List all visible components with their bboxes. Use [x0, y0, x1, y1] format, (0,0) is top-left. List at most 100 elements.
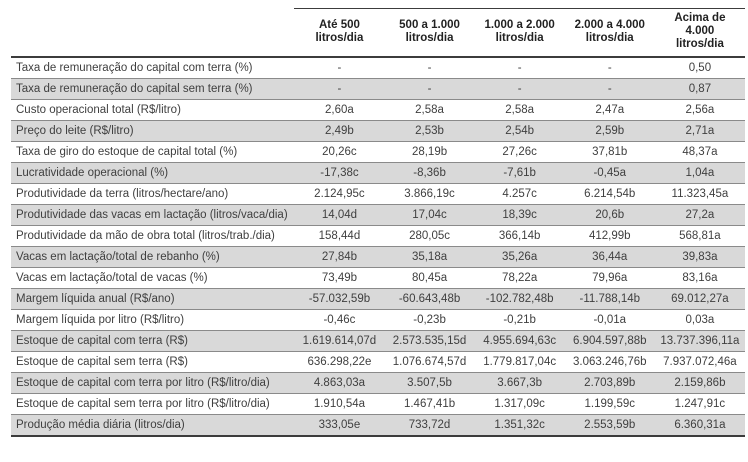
- value-cell: -: [294, 57, 385, 79]
- value-cell: 3.063.246,76b: [564, 351, 655, 373]
- value-cell: 2,59b: [564, 120, 655, 142]
- row-label: Estoque de capital sem terra (R$): [11, 351, 295, 373]
- row-label: Taxa de remuneração do capital sem terra…: [11, 78, 295, 100]
- value-cell: 3.866,19c: [384, 183, 475, 205]
- value-cell: 2,53b: [384, 120, 475, 142]
- column-header-ate-500: Até 500 litros/dia: [294, 8, 385, 58]
- table-row: Estoque de capital sem terra por litro (…: [11, 393, 745, 415]
- value-cell: 37,81b: [564, 141, 655, 163]
- value-cell: 27,2a: [654, 204, 745, 226]
- value-cell: -: [294, 78, 385, 100]
- table-row: Produtividade da mão de obra total (litr…: [11, 225, 745, 247]
- value-cell: 412,99b: [564, 225, 655, 247]
- value-cell: 6.214,54b: [564, 183, 655, 205]
- row-label: Lucratividade operacional (%): [11, 162, 295, 184]
- value-cell: 18,39c: [474, 204, 565, 226]
- table-row: Estoque de capital com terra por litro (…: [11, 372, 745, 394]
- value-cell: 69.012,27a: [654, 288, 745, 310]
- value-cell: 13.737.396,11a: [654, 330, 745, 352]
- header-corner-cell: [11, 8, 295, 58]
- table-row: Preço do leite (R$/litro) 2,49b 2,53b 2,54b…: [11, 120, 745, 142]
- value-cell: 2.553,59b: [564, 414, 655, 437]
- row-label: Vacas em lactação/total de rebanho (%): [11, 246, 295, 268]
- value-cell: 158,44d: [294, 225, 385, 247]
- value-cell: -: [564, 78, 655, 100]
- value-cell: -: [474, 78, 565, 100]
- value-cell: 2.159,86b: [654, 372, 745, 394]
- value-cell: 36,44a: [564, 246, 655, 268]
- value-cell: 2,56a: [654, 99, 745, 121]
- value-cell: 83,16a: [654, 267, 745, 289]
- value-cell: 78,22a: [474, 267, 565, 289]
- value-cell: 20,26c: [294, 141, 385, 163]
- value-cell: -0,46c: [294, 309, 385, 331]
- table-body: Taxa de remuneração do capital com terra…: [11, 57, 745, 437]
- value-cell: -0,01a: [564, 309, 655, 331]
- column-header-2000-4000: 2.000 a 4.000 litros/dia: [564, 8, 655, 58]
- table-row: Produtividade das vacas em lactação (lit…: [11, 204, 745, 226]
- table-row: Taxa de remuneração do capital sem terra…: [11, 78, 745, 100]
- table-row: Estoque de capital com terra (R$) 1.619.6…: [11, 330, 745, 352]
- row-label: Estoque de capital com terra por litro (…: [11, 372, 295, 394]
- production-strata-table: Até 500 litros/dia 500 a 1.000 litros/di…: [11, 8, 745, 437]
- value-cell: 27,26c: [474, 141, 565, 163]
- table-row: Produtividade da terra (litros/hectare/a…: [11, 183, 745, 205]
- value-cell: 4.863,03a: [294, 372, 385, 394]
- row-label: Produção média diária (litros/dia): [11, 414, 295, 437]
- value-cell: -102.782,48b: [474, 288, 565, 310]
- value-cell: 2.124,95c: [294, 183, 385, 205]
- value-cell: 1.247,91c: [654, 393, 745, 415]
- value-cell: -: [384, 78, 475, 100]
- value-cell: -60.643,48b: [384, 288, 475, 310]
- column-header-acima-4000: Acima de 4.000 litros/dia: [654, 8, 745, 58]
- table-row: Produção média diária (litros/dia) 333,05…: [11, 414, 745, 437]
- value-cell: 1.317,09c: [474, 393, 565, 415]
- value-cell: 28,19b: [384, 141, 475, 163]
- row-label: Produtividade das vacas em lactação (lit…: [11, 204, 295, 226]
- value-cell: 35,18a: [384, 246, 475, 268]
- value-cell: 2,47a: [564, 99, 655, 121]
- row-label: Margem líquida anual (R$/ano): [11, 288, 295, 310]
- column-header-1000-2000: 1.000 a 2.000 litros/dia: [474, 8, 565, 58]
- value-cell: -: [384, 57, 475, 79]
- value-cell: -0,23b: [384, 309, 475, 331]
- value-cell: -11.788,14b: [564, 288, 655, 310]
- value-cell: 2,54b: [474, 120, 565, 142]
- value-cell: 0,50: [654, 57, 745, 79]
- table-row: Lucratividade operacional (%) -17,38c -8,3…: [11, 162, 745, 184]
- value-cell: 6.904.597,88b: [564, 330, 655, 352]
- value-cell: 333,05e: [294, 414, 385, 437]
- value-cell: -17,38c: [294, 162, 385, 184]
- table-row: Vacas em lactação/total de rebanho (%) 27…: [11, 246, 745, 268]
- value-cell: 7.937.072,46a: [654, 351, 745, 373]
- value-cell: 2,58a: [474, 99, 565, 121]
- value-cell: -57.032,59b: [294, 288, 385, 310]
- table-header: Até 500 litros/dia 500 a 1.000 litros/di…: [11, 8, 745, 58]
- row-label: Custo operacional total (R$/litro): [11, 99, 295, 121]
- value-cell: 1,04a: [654, 162, 745, 184]
- table-row: Taxa de remuneração do capital com terra…: [11, 57, 745, 79]
- value-cell: -8,36b: [384, 162, 475, 184]
- value-cell: -: [474, 57, 565, 79]
- row-label: Margem líquida por litro (R$/litro): [11, 309, 295, 331]
- row-label: Produtividade da terra (litros/hectare/a…: [11, 183, 295, 205]
- table-row: Margem líquida anual (R$/ano) -57.032,59b…: [11, 288, 745, 310]
- value-cell: -: [564, 57, 655, 79]
- value-cell: 2,49b: [294, 120, 385, 142]
- value-cell: 73,49b: [294, 267, 385, 289]
- value-cell: 0,87: [654, 78, 745, 100]
- value-cell: 3.667,3b: [474, 372, 565, 394]
- value-cell: 17,04c: [384, 204, 475, 226]
- value-cell: 1.076.674,57d: [384, 351, 475, 373]
- value-cell: 11.323,45a: [654, 183, 745, 205]
- value-cell: 20,6b: [564, 204, 655, 226]
- value-cell: 568,81a: [654, 225, 745, 247]
- row-label: Preço do leite (R$/litro): [11, 120, 295, 142]
- value-cell: 2.703,89b: [564, 372, 655, 394]
- table-row: Margem líquida por litro (R$/litro) -0,46…: [11, 309, 745, 331]
- value-cell: -0,45a: [564, 162, 655, 184]
- value-cell: 1.467,41b: [384, 393, 475, 415]
- value-cell: 2,60a: [294, 99, 385, 121]
- value-cell: 280,05c: [384, 225, 475, 247]
